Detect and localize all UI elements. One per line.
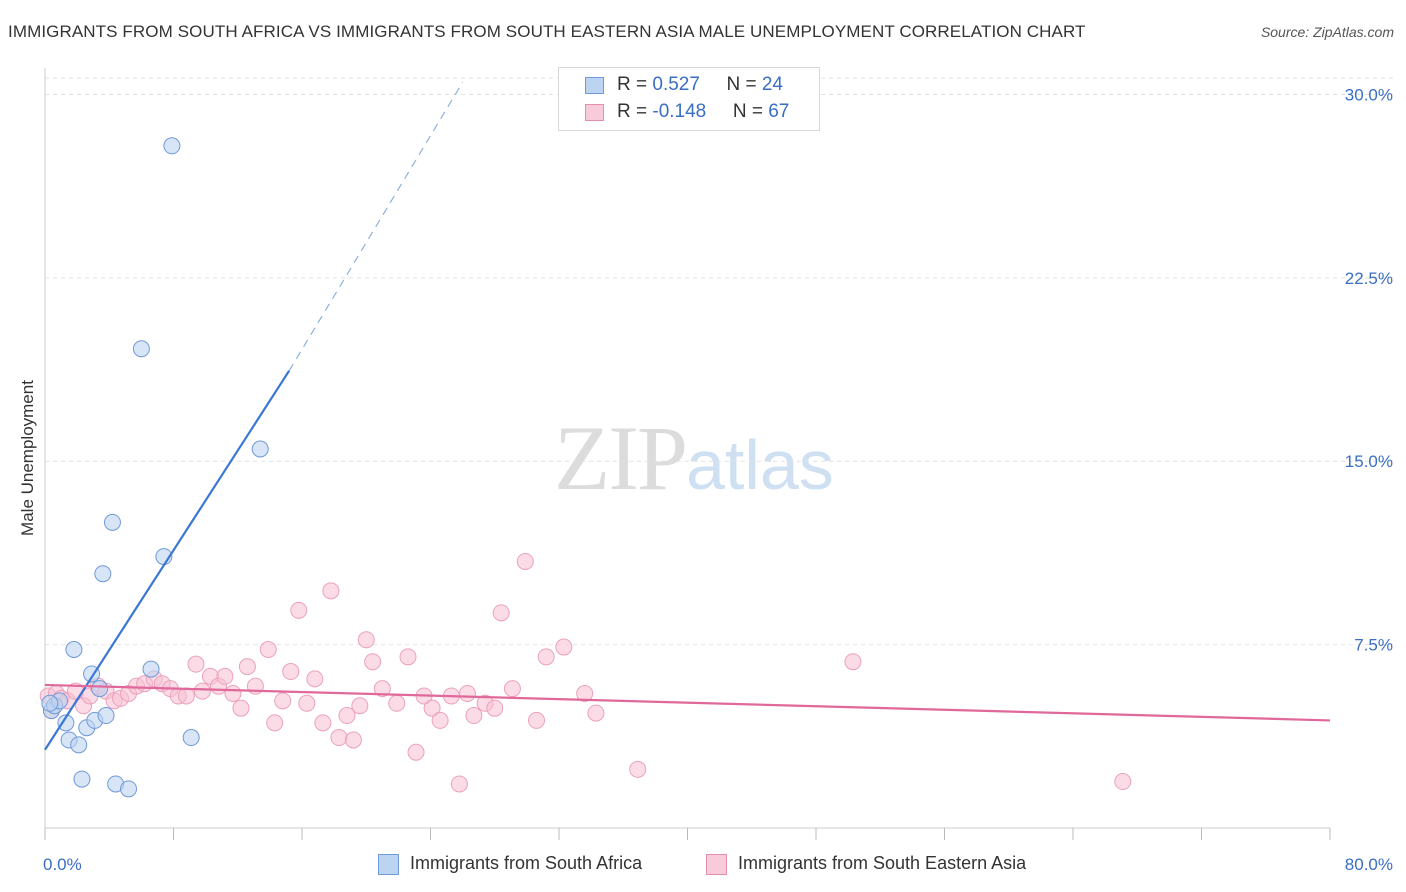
south-africa-point	[132, 340, 150, 358]
se-asia-point	[322, 582, 340, 600]
se-asia-point	[232, 699, 250, 717]
legend-n-value: 67	[768, 101, 790, 122]
se-asia-point	[282, 663, 300, 681]
se-asia-point	[431, 711, 449, 729]
se-asia-point	[193, 682, 211, 700]
legend-r-value: -0.148	[652, 101, 707, 122]
south-africa-point	[65, 641, 83, 659]
se-asia-point	[351, 697, 369, 715]
bottom-legend-label: Immigrants from South Eastern Asia	[738, 853, 1027, 873]
legend-n-label: N =	[726, 74, 762, 95]
legend-swatch-pink	[585, 104, 604, 121]
se-asia-point	[344, 731, 362, 749]
y-tick-label: 22.5%	[1345, 269, 1393, 288]
se-asia-point	[298, 694, 316, 712]
se-asia-point	[290, 601, 308, 619]
y-tick-label: 30.0%	[1345, 85, 1393, 104]
legend-n-label: N =	[732, 101, 769, 122]
se-asia-point	[407, 743, 425, 761]
se-asia-point	[330, 729, 348, 747]
south-africa-point	[163, 137, 181, 155]
se-asia-point	[576, 685, 594, 703]
se-asia-point	[259, 641, 277, 659]
se-asia-point	[314, 714, 332, 732]
bottom-legend-swatch-blue	[378, 854, 399, 875]
se-asia-point	[274, 692, 292, 710]
se-asia-point	[238, 658, 256, 676]
legend-r-label: R =	[617, 74, 653, 95]
se-asia-point	[373, 680, 391, 698]
south-africa-point	[97, 707, 115, 725]
se-asia-point	[587, 704, 605, 722]
se-asia-point	[503, 680, 521, 698]
x-tick-label: 0.0%	[43, 855, 82, 874]
south-africa-point	[142, 660, 160, 678]
se-asia-point	[306, 670, 324, 688]
watermark-zip: ZIP	[554, 407, 688, 509]
south-africa-point	[251, 440, 269, 458]
source-label: Source: ZipAtlas.com	[1260, 24, 1394, 40]
se-asia-point	[844, 653, 862, 671]
legend-swatch-blue	[585, 77, 604, 94]
y-tick-label: 7.5%	[1354, 636, 1393, 655]
watermark: ZIPatlas	[554, 405, 834, 511]
se-asia-point	[224, 685, 242, 703]
south-africa-point	[91, 680, 109, 698]
se-asia-point	[486, 699, 504, 717]
legend-r-value: 0.527	[652, 74, 700, 95]
south-africa-point	[73, 770, 91, 788]
se-asia-point	[364, 653, 382, 671]
x-tick-label: 80.0%	[1345, 855, 1393, 874]
south-africa-point	[120, 780, 138, 798]
y-tick-label: 15.0%	[1345, 452, 1393, 471]
south-africa-point	[70, 736, 88, 754]
se-asia-point	[388, 694, 406, 712]
se-asia-point	[555, 638, 573, 656]
se-asia-point	[629, 760, 647, 778]
se-asia-point	[1114, 773, 1132, 791]
se-asia-point	[216, 667, 234, 685]
bottom-legend-label: Immigrants from South Africa	[410, 853, 643, 873]
stats-legend: R = 0.527 N = 24 R = -0.148 N = 67	[558, 67, 820, 131]
se-asia-point	[450, 775, 468, 793]
se-asia-point	[187, 655, 205, 673]
se-asia-point	[458, 685, 476, 703]
south-africa-point	[103, 513, 121, 531]
bottom-legend-swatch-pink	[706, 854, 727, 875]
legend-r-label: R =	[617, 101, 653, 122]
se-asia-point	[516, 552, 534, 570]
chart-title: IMMIGRANTS FROM SOUTH AFRICA VS IMMIGRAN…	[8, 22, 1086, 41]
se-asia-trendline	[44, 683, 1331, 722]
south-africa-trendline-extension	[288, 81, 464, 372]
legend-n-value: 24	[761, 74, 783, 95]
se-asia-point	[357, 631, 375, 649]
se-asia-point	[338, 707, 356, 725]
watermark-atlas: atlas	[686, 426, 834, 504]
se-asia-point	[177, 687, 195, 705]
south-africa-point	[182, 729, 200, 747]
se-asia-point	[266, 714, 284, 732]
se-asia-point	[537, 648, 555, 666]
se-asia-point	[492, 604, 510, 622]
south-africa-point	[94, 565, 112, 583]
south-africa-point	[41, 694, 59, 712]
se-asia-point	[528, 711, 546, 729]
se-asia-point	[399, 648, 417, 666]
se-asia-point	[423, 699, 441, 717]
se-asia-point	[465, 707, 483, 725]
south-africa-point	[57, 714, 75, 732]
